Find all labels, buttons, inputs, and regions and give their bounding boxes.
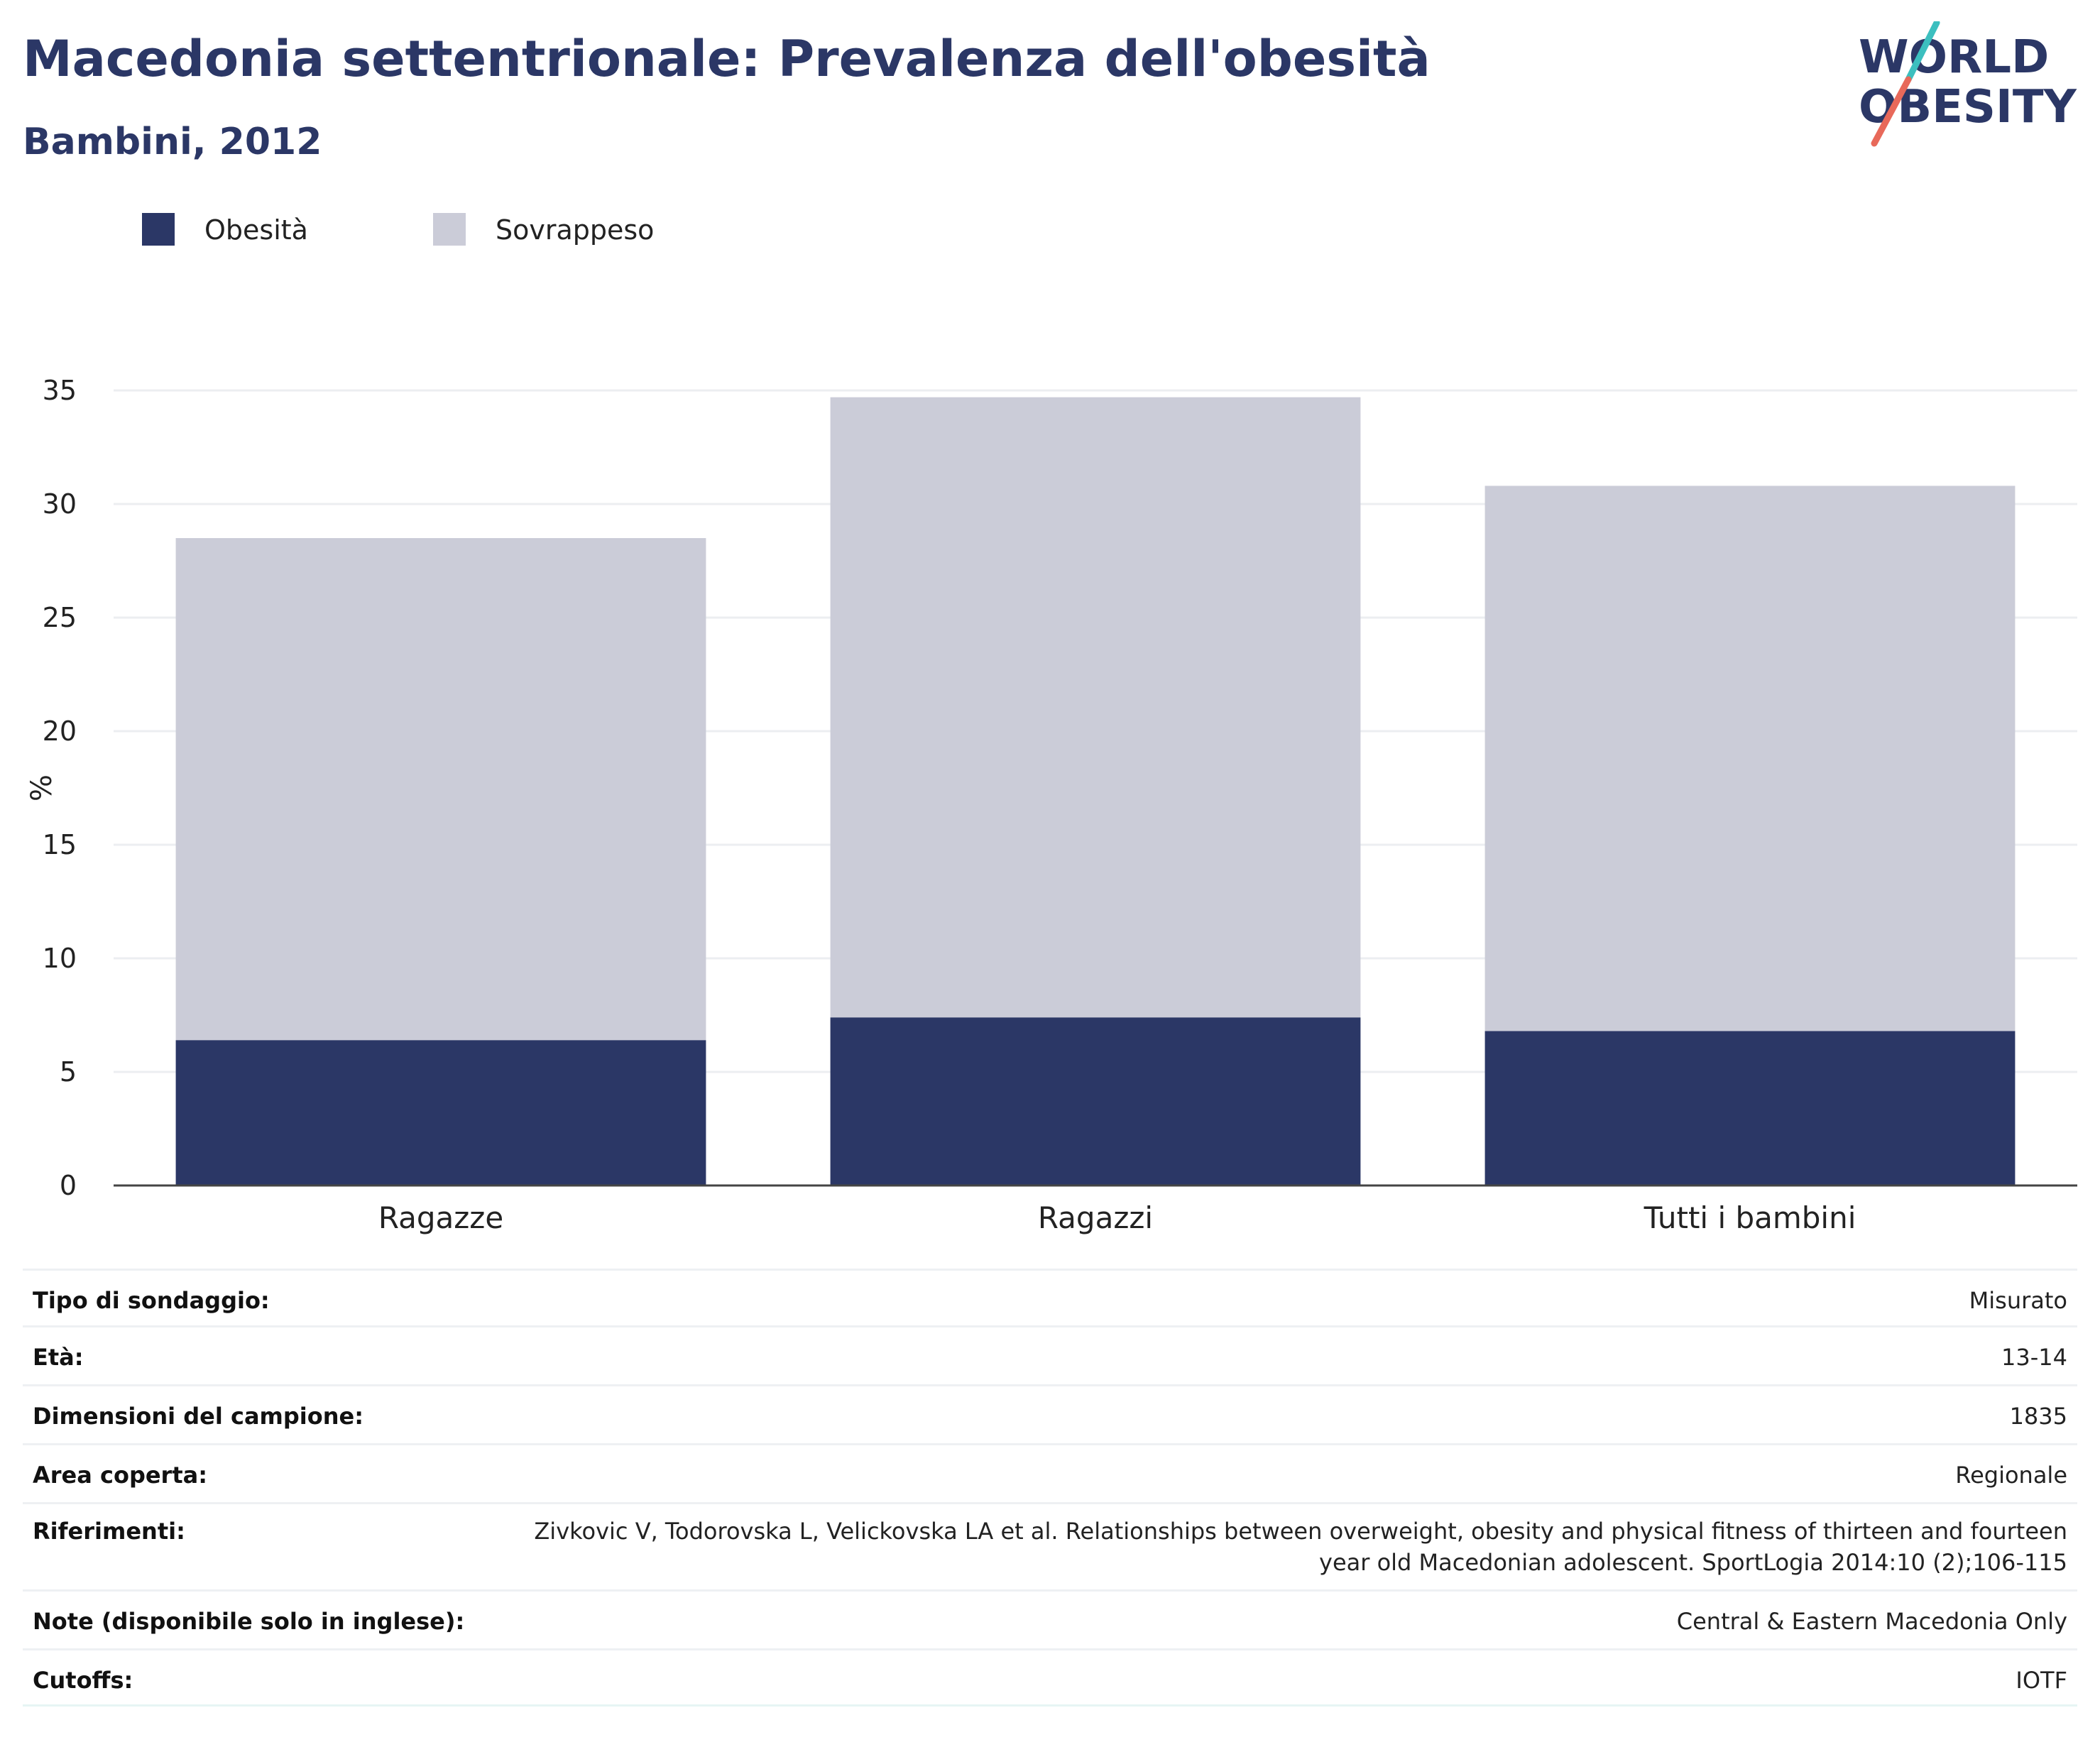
info-label: Area coperta: [33, 1462, 208, 1489]
y-tick-label: 15 [43, 829, 77, 860]
y-tick-label: 30 [43, 488, 77, 520]
info-value: Central & Eastern Macedonia Only [1676, 1608, 2067, 1635]
info-row: Riferimenti: Zivkovic V, Todorovska L, Ve… [23, 1502, 2077, 1589]
y-tick-label: 0 [60, 1170, 77, 1201]
info-value: Zivkovic V, Todorovska L, Velickovska LA… [534, 1518, 2067, 1576]
info-row: Cutoffs: IOTF [23, 1648, 2077, 1707]
info-label: Riferimenti: [33, 1518, 185, 1545]
info-label: Dimensioni del campione: [33, 1403, 364, 1430]
legend-swatch-sovrappeso [433, 213, 466, 246]
y-tick-label: 5 [60, 1056, 77, 1088]
bar-sovrappeso-tutti-i-bambini [1484, 486, 2016, 1031]
y-tick-label: 10 [43, 943, 77, 974]
info-row: Note (disponibile solo in inglese): Centr… [23, 1589, 2077, 1648]
world-obesity-logo: WORLD OBESITY [1859, 21, 2077, 147]
logo-slash-top [1905, 21, 1940, 83]
legend-swatch-obesita [142, 213, 175, 246]
logo-slash-bottom [1871, 76, 1912, 147]
bar-obesita-ragazzi [830, 1017, 1361, 1185]
y-tick-label: 35 [43, 375, 77, 406]
legend-label-obesita: Obesità [204, 214, 308, 246]
bar-obesita-tutti-i-bambini [1484, 1031, 2016, 1185]
x-tick-label: Ragazze [378, 1200, 503, 1235]
info-value: Misurato [1969, 1287, 2067, 1314]
info-row: Area coperta: Regionale [23, 1443, 2077, 1502]
bar-sovrappeso-ragazzi [830, 397, 1361, 1018]
x-tick-label: Tutti i bambini [1644, 1200, 1856, 1235]
info-row: Dimensioni del campione: 1835 [23, 1384, 2077, 1443]
y-axis-label: % [26, 774, 58, 801]
info-row: Tipo di sondaggio: Misurato [23, 1269, 2077, 1325]
y-tick-label: 25 [43, 602, 77, 633]
info-label: Cutoffs: [33, 1667, 133, 1694]
info-label: Tipo di sondaggio: [33, 1287, 270, 1314]
logo-text-world: WORLD [1859, 31, 2049, 84]
info-value: 13-14 [2001, 1344, 2067, 1371]
info-value: IOTF [2016, 1667, 2067, 1694]
bar-obesita-ragazze [175, 1040, 706, 1185]
info-row: Età: 13-14 [23, 1325, 2077, 1384]
page-title: Macedonia settentrionale: Prevalenza del… [23, 30, 1431, 88]
bar-sovrappeso-ragazze [175, 538, 706, 1041]
x-tick-label: Ragazzi [1038, 1200, 1153, 1235]
survey-info-table: Tipo di sondaggio: Misurato Età: 13-14 Dimen… [23, 1269, 2077, 1707]
info-value: Regionale [1955, 1462, 2067, 1489]
info-label: Età: [33, 1344, 84, 1371]
legend-label-sovrappeso: Sovrappeso [496, 214, 654, 246]
info-label: Note (disponibile solo in inglese): [33, 1608, 465, 1635]
y-tick-label: 20 [43, 716, 77, 747]
info-value: 1835 [2009, 1403, 2067, 1430]
page-subtitle: Bambini, 2012 [23, 121, 322, 163]
stacked-bar-chart: Obesità Sovrappeso 0 5 10 15 20 25 30 35% Ragazze R… [26, 213, 2077, 1235]
